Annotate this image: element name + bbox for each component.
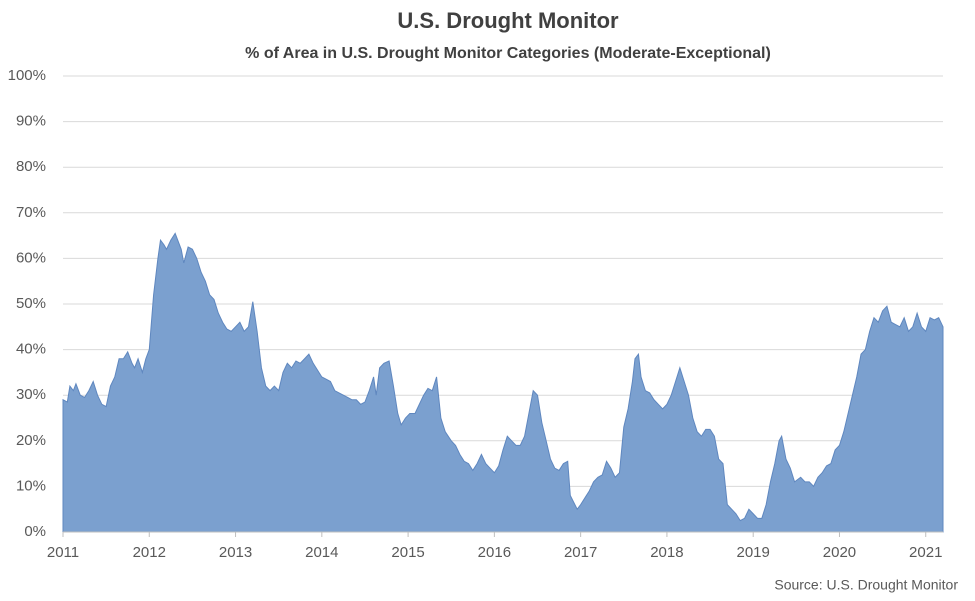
x-tick-label: 2018 bbox=[650, 544, 683, 561]
y-tick-label: 80% bbox=[16, 158, 46, 175]
area bbox=[62, 232, 944, 533]
x-tick-label: 2015 bbox=[391, 544, 424, 561]
x-tick-label: 2020 bbox=[823, 544, 856, 561]
y-tick-label: 30% bbox=[16, 386, 46, 403]
x-tick-label: 2012 bbox=[133, 544, 166, 561]
y-tick-label: 10% bbox=[16, 477, 46, 494]
x-tick-label: 2017 bbox=[564, 544, 597, 561]
y-tick-label: 70% bbox=[16, 204, 46, 221]
y-tick-label: 0% bbox=[24, 523, 46, 540]
x-tick-label: 2016 bbox=[478, 544, 511, 561]
y-tick-label: 40% bbox=[16, 341, 46, 358]
x-tick-label: 2014 bbox=[305, 544, 338, 561]
y-tick-label: 60% bbox=[16, 249, 46, 266]
x-tick-label: 2013 bbox=[219, 544, 252, 561]
x-tick-label: 2019 bbox=[737, 544, 770, 561]
y-tick-label: 90% bbox=[16, 113, 46, 130]
chart-subtitle: % of Area in U.S. Drought Monitor Catego… bbox=[245, 45, 771, 62]
y-tick-label: 50% bbox=[16, 295, 46, 312]
chart-title: U.S. Drought Monitor bbox=[397, 8, 619, 33]
source-note: Source: U.S. Drought Monitor bbox=[774, 577, 958, 593]
y-tick-label: 20% bbox=[16, 432, 46, 449]
x-tick-label: 2011 bbox=[47, 544, 79, 561]
x-tick-label: 2021 bbox=[909, 544, 942, 561]
y-tick-label: 100% bbox=[8, 67, 46, 84]
